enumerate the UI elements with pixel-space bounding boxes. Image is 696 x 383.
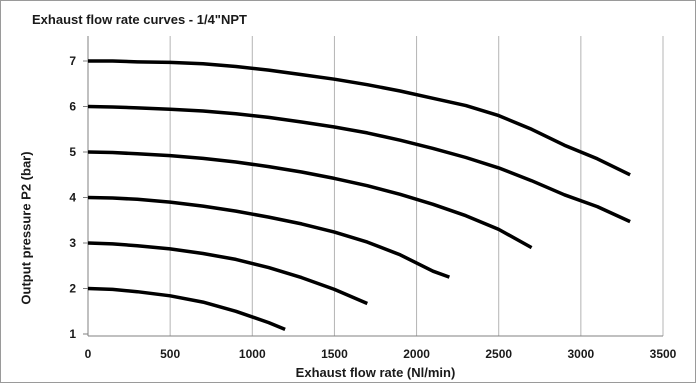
x-tick-label-1: 500: [160, 347, 180, 361]
series-line-1: [88, 59, 631, 177]
x-tick-label-0: 0: [85, 347, 92, 361]
series-line-5: [87, 241, 368, 306]
x-tick-label-7: 3500: [650, 347, 677, 361]
y-tick-label-2: 3: [69, 236, 76, 250]
y-tick-label-3: 4: [69, 191, 76, 205]
series-line-3: [87, 150, 533, 250]
chart-title: Exhaust flow rate curves - 1/4"NPT: [32, 12, 247, 27]
y-axis-label: Output pressure P2 (bar): [18, 151, 34, 305]
x-tick-label-6: 3000: [568, 347, 595, 361]
x-tick-label-5: 2500: [485, 347, 512, 361]
y-tick-label-0: 1: [69, 327, 76, 341]
x-tick-label-3: 1500: [321, 347, 348, 361]
y-tick-label-6: 7: [69, 54, 76, 68]
series-line-4: [87, 195, 450, 279]
y-tick-label-1: 2: [69, 282, 76, 296]
x-axis-label: Exhaust flow rate (Nl/min): [295, 365, 456, 380]
x-tick-label-4: 2000: [403, 347, 430, 361]
x-tick-label-2: 1000: [239, 347, 266, 361]
y-tick-label-5: 6: [69, 100, 76, 114]
y-tick-label-4: 5: [69, 145, 76, 159]
series-line-6: [87, 286, 286, 332]
series-line-2: [87, 104, 631, 224]
